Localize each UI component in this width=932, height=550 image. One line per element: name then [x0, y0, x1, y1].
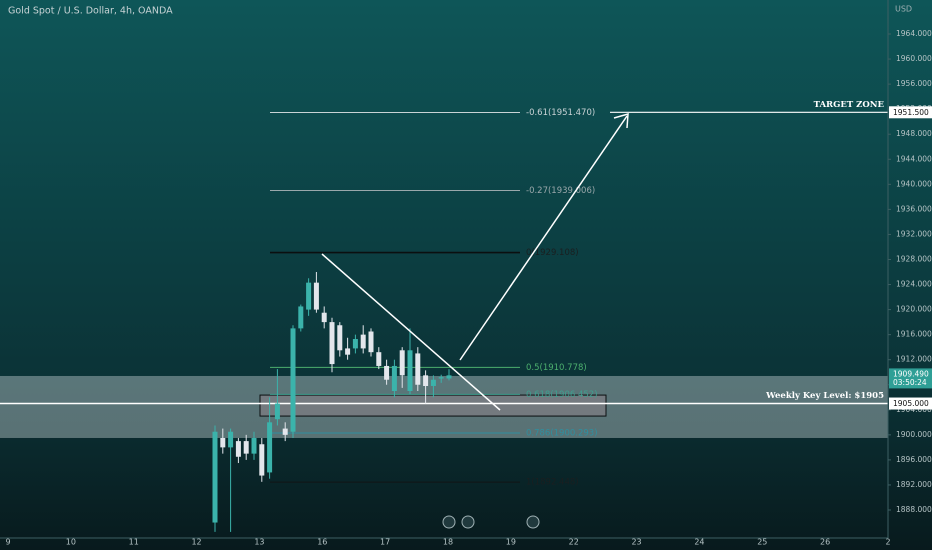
y-tick-label: 1944.000: [896, 154, 932, 163]
candle-body: [274, 403, 280, 420]
candle-body: [384, 365, 390, 380]
candle-body: [321, 312, 327, 323]
candle-body: [220, 437, 226, 448]
candle-body: [251, 437, 257, 454]
candle-body: [430, 379, 436, 386]
y-tick-label: 1916.000: [896, 330, 932, 339]
candle-body: [306, 282, 312, 310]
fib-label: 0.786(1900.293): [526, 429, 598, 439]
x-tick-label: 24: [694, 538, 704, 547]
projection-arrow: [459, 115, 628, 361]
last-price-label: 1909.490: [893, 369, 929, 378]
x-tick-label: 25: [757, 538, 767, 547]
candle-body: [329, 322, 335, 365]
y-tick-label: 1924.000: [896, 280, 932, 289]
candle-body: [399, 350, 405, 376]
fib-label: 0.5(1910.778): [526, 363, 587, 373]
candle-body: [446, 375, 452, 379]
y-tick-label: 1888.000: [896, 505, 932, 514]
candle-body: [267, 422, 273, 473]
arrow-head: [613, 112, 629, 129]
y-tick-label: 1964.000: [896, 29, 932, 38]
candle-body: [290, 328, 296, 432]
y-tick-label: 1900.000: [896, 430, 932, 439]
candle-body: [438, 377, 444, 379]
candle-body: [407, 350, 413, 392]
candle-body: [282, 428, 288, 435]
y-tick-label: 1928.000: [896, 254, 932, 263]
x-tick-label: 9: [5, 538, 10, 547]
event-icon[interactable]: [461, 515, 475, 529]
trend-line: [321, 253, 501, 411]
fib-label: -0.27(1939.006): [526, 186, 595, 196]
x-tick-label: 12: [191, 538, 201, 547]
y-tick-label: 1960.000: [896, 54, 932, 63]
candle-body: [337, 325, 343, 351]
candle-body: [423, 375, 429, 386]
candle-body: [345, 348, 351, 355]
last-price-badge: [889, 368, 932, 389]
currency-label: USD: [895, 5, 912, 14]
x-tick-label: 2: [885, 538, 890, 547]
x-tick-label: 22: [569, 538, 579, 547]
candle-body: [360, 334, 366, 349]
candle-body: [313, 282, 319, 310]
zone-layer: [0, 375, 888, 438]
candle-body: [243, 441, 249, 454]
fib-label: 0.618(1906.452): [526, 390, 598, 400]
fib-layer: -0.61(1951.470) -0.27(1939.006) 0(1929.108…: [0, 100, 888, 488]
y-tick-label: 1948.000: [896, 129, 932, 138]
candle-body: [368, 331, 374, 353]
price-badge: [889, 106, 932, 119]
candle-body: [212, 431, 218, 523]
x-tick-label: 10: [66, 538, 76, 547]
event-icon[interactable]: [442, 515, 456, 529]
key-level-label: Weekly Key Level: $1905: [765, 391, 884, 401]
y-tick-label: 1940.000: [896, 179, 932, 188]
candles-layer: [212, 272, 452, 532]
y-tick-label: 1932.000: [896, 229, 932, 238]
x-tick-label: 19: [506, 538, 516, 547]
x-tick-label: 26: [820, 538, 830, 547]
x-tick-label: 11: [129, 538, 139, 547]
candle-body: [259, 444, 265, 476]
y-tick-label: 1920.000: [896, 305, 932, 314]
x-tick-label: 16: [317, 538, 327, 547]
price-badge-label: 1905.000: [893, 399, 929, 408]
chart-title: Gold Spot / U.S. Dollar, 4h, OANDA: [8, 6, 173, 17]
y-tick-label: 1896.000: [896, 455, 932, 464]
fib-label: 1(1892.448): [526, 478, 579, 488]
y-tick-label: 1936.000: [896, 204, 932, 213]
fib-label: -0.61(1951.470): [526, 108, 595, 118]
candle-body: [352, 339, 358, 349]
target-label: TARGET ZONE: [814, 100, 885, 110]
event-icon[interactable]: [526, 515, 540, 529]
x-tick-label: 13: [254, 538, 264, 547]
price-badge: [889, 397, 932, 410]
candle-body: [298, 306, 304, 329]
x-tick-label: 17: [380, 538, 390, 547]
y-tick-label: 1912.000: [896, 355, 932, 364]
price-badge-label: 1951.500: [893, 108, 929, 117]
fib-label: 0(1929.108): [526, 248, 579, 258]
candle-body: [391, 365, 397, 392]
countdown-label: 03:50:24: [893, 378, 927, 387]
candle-body: [415, 353, 421, 385]
x-tick-label: 18: [443, 538, 453, 547]
candle-body: [235, 441, 241, 457]
x-tick-label: 23: [631, 538, 641, 547]
candle-body: [376, 352, 382, 366]
y-tick-label: 1956.000: [896, 79, 932, 88]
candle-body: [228, 431, 234, 448]
y-tick-label: 1892.000: [896, 480, 932, 489]
